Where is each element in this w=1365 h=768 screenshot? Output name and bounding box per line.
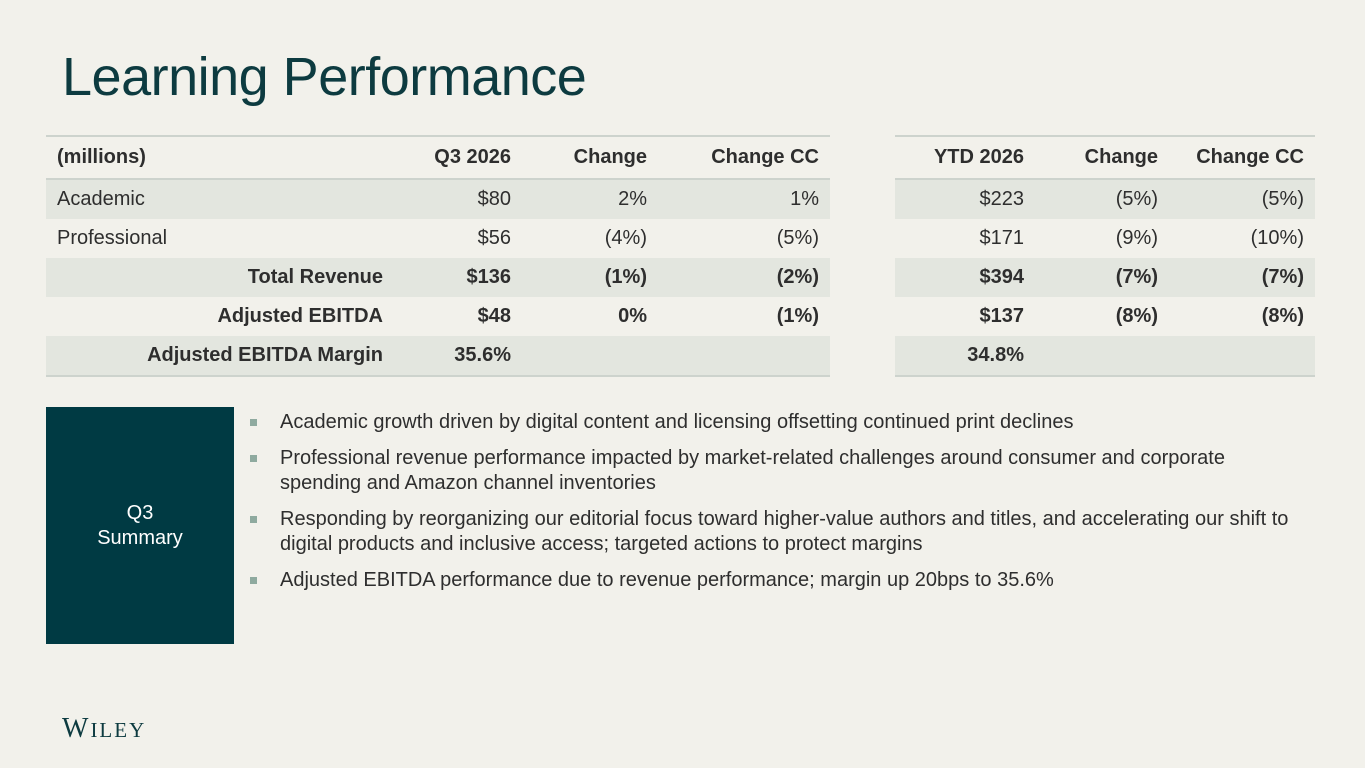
ytd-change: (8%) <box>1115 305 1158 327</box>
bullet-text: Adjusted EBITDA performance due to reven… <box>280 569 1054 591</box>
list-item: Adjusted EBITDA performance due to reven… <box>250 568 1310 593</box>
bullet-text: Responding by reorganizing our editorial… <box>280 508 1289 555</box>
q3-change-cc: (2%) <box>658 258 830 297</box>
table-row: Adjusted EBITDA Margin 35.6% <box>46 336 830 376</box>
square-bullet-icon <box>250 455 257 462</box>
ytd-change-cc <box>1169 336 1315 376</box>
table-row: $223 (5%) (5%) <box>895 179 1315 219</box>
q3-value: 35.6% <box>394 336 522 376</box>
row-label: Total Revenue <box>46 258 394 297</box>
list-item: Professional revenue performance impacte… <box>250 446 1310 496</box>
logo-initial: W <box>62 713 91 744</box>
bullet-text: Academic growth driven by digital conten… <box>280 411 1074 433</box>
q3-value: $80 <box>394 179 522 219</box>
ytd-value: $137 <box>979 305 1025 327</box>
list-item: Academic growth driven by digital conten… <box>250 410 1310 435</box>
square-bullet-icon <box>250 577 257 584</box>
ytd-value: $223 <box>895 179 1035 219</box>
ytd-change <box>1035 336 1169 376</box>
q3-change: 0% <box>618 305 647 327</box>
summary-label-line2: Summary <box>97 526 183 549</box>
column-header: Q3 2026 <box>434 146 511 168</box>
q3-table-header: (millions) Q3 2026 Change Change CC <box>46 136 830 179</box>
logo-rest: ILEY <box>90 718 147 742</box>
ytd-table: YTD 2026 Change Change CC $223 (5%) (5%)… <box>895 135 1315 377</box>
q3-change: (4%) <box>604 227 647 249</box>
list-item: Responding by reorganizing our editorial… <box>250 507 1310 557</box>
q3-value: $48 <box>477 305 511 327</box>
q3-change <box>522 336 658 376</box>
square-bullet-icon <box>250 516 257 523</box>
ytd-table-header: YTD 2026 Change Change CC <box>895 136 1315 179</box>
q3-change-cc <box>658 336 830 376</box>
square-bullet-icon <box>250 419 257 426</box>
q3-change-cc: 1% <box>658 179 830 219</box>
q3-table: (millions) Q3 2026 Change Change CC Acad… <box>46 135 830 377</box>
table-row: $394 (7%) (7%) <box>895 258 1315 297</box>
q3-change: (1%) <box>522 258 658 297</box>
row-label: Adjusted EBITDA <box>217 305 383 327</box>
wiley-logo: WILEY <box>62 713 146 745</box>
table-row: 34.8% <box>895 336 1315 376</box>
q3-change: 2% <box>522 179 658 219</box>
ytd-value: 34.8% <box>895 336 1035 376</box>
column-header: Change <box>573 146 647 168</box>
q3-summary-box: Q3 Summary <box>46 407 234 644</box>
table-row: Total Revenue $136 (1%) (2%) <box>46 258 830 297</box>
ytd-change-cc: (7%) <box>1169 258 1315 297</box>
row-label: Professional <box>57 227 168 249</box>
ytd-change-cc: (5%) <box>1169 179 1315 219</box>
table-row: $137 (8%) (8%) <box>895 297 1315 336</box>
column-header: (millions) <box>57 146 146 168</box>
ytd-value: $171 <box>979 227 1025 249</box>
bullet-text: Professional revenue performance impacte… <box>280 447 1225 494</box>
column-header: Change CC <box>711 146 819 168</box>
ytd-value: $394 <box>895 258 1035 297</box>
row-label: Academic <box>46 179 394 219</box>
q3-value: $136 <box>394 258 522 297</box>
ytd-change-cc: (10%) <box>1250 227 1304 249</box>
q3-change-cc: (5%) <box>776 227 819 249</box>
ytd-change-cc: (8%) <box>1261 305 1304 327</box>
ytd-change: (9%) <box>1115 227 1158 249</box>
table-row: Professional $56 (4%) (5%) <box>46 219 830 258</box>
summary-label-line1: Q3 <box>126 501 154 524</box>
column-header: YTD 2026 <box>933 146 1024 168</box>
page-title: Learning Performance <box>62 47 587 107</box>
q3-value: $56 <box>477 227 511 249</box>
table-row: Academic $80 2% 1% <box>46 179 830 219</box>
ytd-change: (5%) <box>1035 179 1169 219</box>
column-header: Change <box>1084 146 1158 168</box>
table-row: Adjusted EBITDA $48 0% (1%) <box>46 297 830 336</box>
row-label: Adjusted EBITDA Margin <box>46 336 394 376</box>
ytd-change: (7%) <box>1035 258 1169 297</box>
column-header: Change CC <box>1196 146 1304 168</box>
table-row: $171 (9%) (10%) <box>895 219 1315 258</box>
q3-change-cc: (1%) <box>776 305 819 327</box>
summary-bullet-list: Academic growth driven by digital conten… <box>250 410 1310 604</box>
